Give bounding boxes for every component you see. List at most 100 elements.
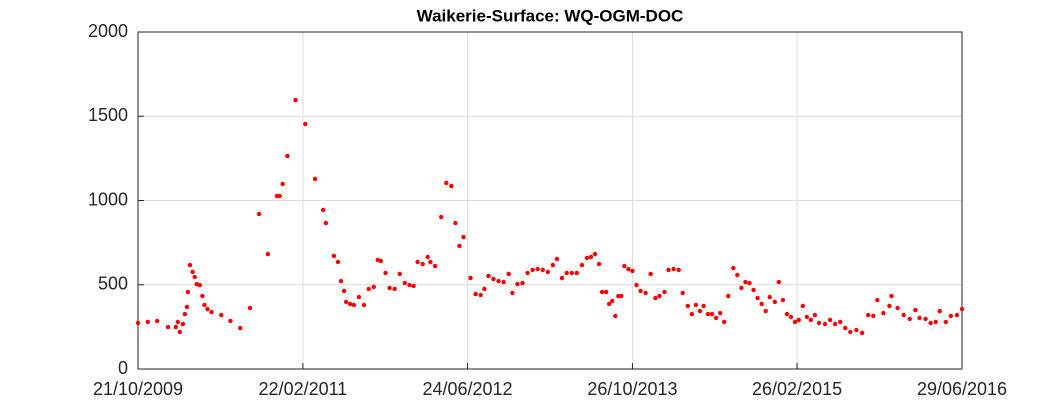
point: [854, 327, 859, 333]
point: [510, 290, 515, 296]
point: [780, 297, 786, 303]
point: [351, 302, 357, 308]
point: [185, 289, 191, 295]
point: [320, 207, 326, 213]
point: [135, 320, 141, 326]
point: [693, 302, 699, 308]
point: [407, 282, 412, 288]
point: [895, 305, 900, 311]
point: [182, 311, 188, 317]
point: [397, 271, 402, 277]
x-tick-label: 26/10/2013: [587, 379, 677, 399]
point: [180, 321, 186, 327]
point: [468, 275, 473, 281]
point: [943, 319, 949, 325]
y-tick-label: 1500: [88, 105, 128, 125]
point: [371, 284, 376, 290]
point: [739, 285, 744, 291]
point: [626, 266, 631, 272]
point: [165, 324, 171, 330]
point: [550, 262, 556, 268]
point: [735, 272, 740, 278]
point: [606, 301, 612, 307]
point: [751, 287, 756, 293]
point: [420, 261, 425, 267]
point: [755, 295, 760, 301]
point: [808, 317, 814, 323]
x-tick-label: 21/10/2009: [93, 379, 183, 399]
point: [303, 121, 308, 127]
point: [666, 267, 671, 273]
point: [907, 316, 912, 322]
point: [331, 253, 337, 259]
point: [343, 299, 349, 305]
point: [383, 270, 388, 276]
point: [816, 320, 822, 326]
point: [653, 295, 658, 301]
plot-frame: [137, 31, 963, 370]
point: [392, 286, 397, 292]
point: [515, 281, 520, 287]
point: [277, 193, 282, 199]
point: [871, 313, 876, 319]
point: [889, 293, 894, 299]
point: [457, 243, 462, 249]
point: [173, 324, 178, 330]
point: [843, 325, 848, 331]
point: [705, 311, 711, 317]
point: [228, 318, 233, 324]
point: [613, 313, 618, 319]
point: [491, 276, 496, 282]
point: [155, 318, 160, 324]
x-tick-label: 22/02/2011: [259, 379, 348, 399]
point: [923, 316, 928, 322]
point: [461, 234, 466, 240]
point: [554, 256, 560, 262]
point: [219, 312, 224, 318]
point: [341, 288, 347, 294]
point: [187, 262, 193, 268]
point: [812, 312, 818, 318]
point: [722, 319, 727, 325]
point: [731, 265, 736, 271]
point: [569, 270, 574, 276]
point: [496, 278, 501, 284]
point: [634, 282, 639, 288]
point: [247, 305, 253, 311]
point: [881, 310, 886, 316]
point: [574, 270, 580, 276]
point: [449, 183, 454, 189]
point: [610, 298, 615, 304]
point: [366, 286, 371, 292]
point: [671, 266, 676, 272]
point: [648, 271, 653, 277]
point: [887, 303, 892, 309]
point: [616, 293, 621, 299]
point: [559, 275, 565, 281]
point: [928, 320, 933, 326]
point: [788, 314, 794, 320]
point: [713, 315, 719, 321]
point: [772, 299, 778, 305]
point: [709, 311, 715, 317]
point: [175, 319, 181, 325]
point: [453, 220, 458, 226]
point: [486, 273, 491, 279]
x-tick-label: 29/06/2016: [917, 379, 1007, 399]
point: [643, 290, 648, 296]
point: [145, 319, 150, 325]
point: [579, 262, 585, 268]
point: [875, 297, 880, 303]
point: [796, 317, 801, 323]
point: [859, 330, 865, 336]
point: [202, 302, 207, 308]
point: [584, 255, 590, 261]
point: [293, 97, 298, 103]
point: [680, 290, 685, 296]
point: [948, 313, 954, 319]
point: [209, 309, 214, 315]
point: [726, 293, 731, 299]
point: [697, 308, 703, 314]
point: [630, 268, 635, 274]
